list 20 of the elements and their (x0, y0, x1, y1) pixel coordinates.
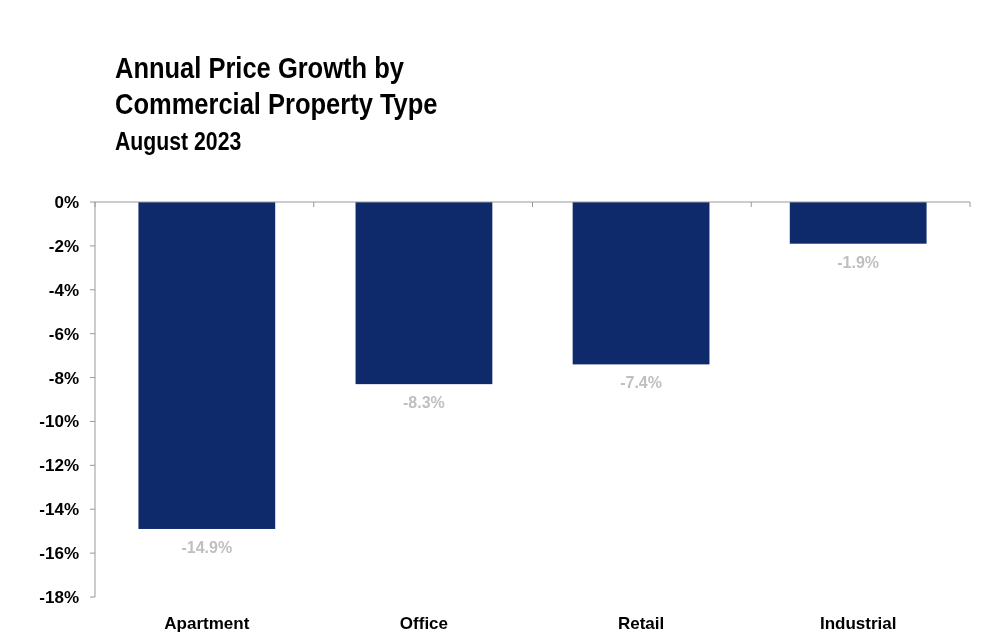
x-tick-label: Office (399, 614, 449, 633)
x-tick-label: Industrial (819, 614, 897, 633)
y-tick-label: -14% (39, 500, 79, 520)
chart-subtitle: August 2023 (115, 127, 242, 156)
data-label: -1.9% (837, 253, 880, 271)
x-tick-label: Apartment (164, 614, 250, 633)
y-tick-label: -16% (39, 544, 79, 564)
x-tick-label: Retail (617, 614, 665, 633)
chart-title: Annual Price Growth by Commercial Property Type (115, 51, 438, 121)
y-tick-label: 0% (54, 193, 79, 212)
y-tick-label: -12% (39, 456, 79, 476)
y-tick-label: -4% (48, 280, 79, 300)
y-tick-label: -10% (39, 412, 79, 432)
y-tick-label: -18% (39, 588, 79, 607)
data-label: -14.9% (181, 538, 233, 556)
data-label: -7.4% (620, 374, 662, 392)
y-tick-label: -2% (48, 236, 79, 256)
data-label: -8.3% (403, 394, 445, 412)
y-tick-label: -6% (48, 324, 79, 344)
y-tick-label: -8% (48, 368, 79, 388)
